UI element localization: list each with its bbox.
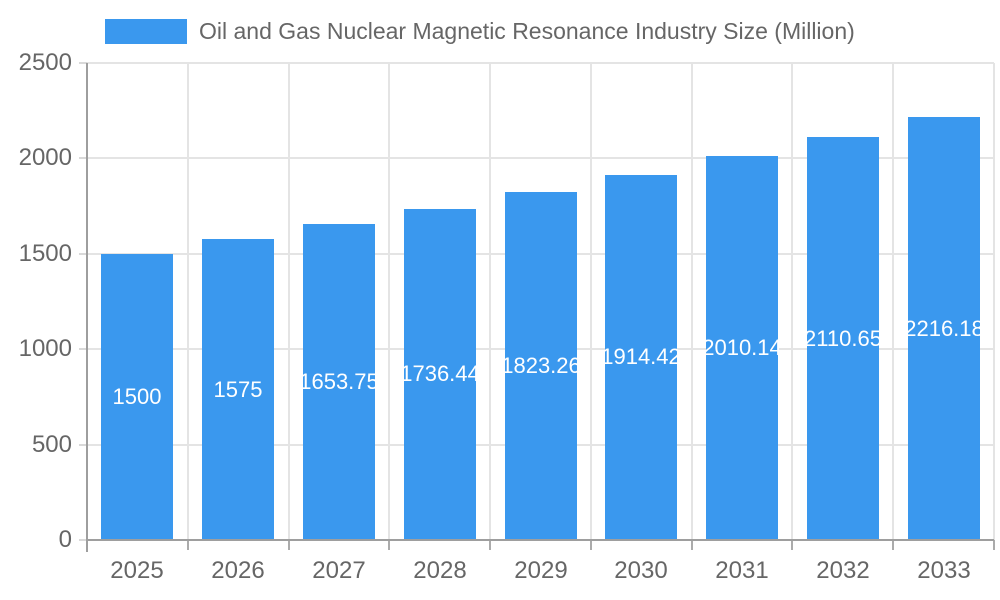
bar-2029[interactable] bbox=[505, 192, 577, 540]
legend-label: Oil and Gas Nuclear Magnetic Resonance I… bbox=[199, 18, 855, 44]
x-axis-tick-label: 2027 bbox=[312, 557, 366, 584]
y-tick-mark bbox=[79, 539, 87, 541]
x-tick-mark bbox=[388, 540, 390, 550]
v-gridline bbox=[187, 63, 189, 540]
x-axis-tick-label: 2033 bbox=[917, 557, 971, 584]
v-gridline bbox=[288, 63, 290, 540]
v-gridline bbox=[691, 63, 693, 540]
x-axis-tick-label: 2029 bbox=[514, 557, 568, 584]
v-gridline bbox=[388, 63, 390, 540]
x-tick-mark bbox=[288, 540, 290, 550]
h-gridline bbox=[87, 157, 994, 159]
bar-2033[interactable] bbox=[908, 117, 980, 540]
bar-2026[interactable] bbox=[202, 239, 274, 540]
bar-2030[interactable] bbox=[605, 175, 677, 540]
y-axis-tick-label: 1500 bbox=[18, 240, 72, 267]
v-gridline bbox=[892, 63, 894, 540]
x-tick-mark bbox=[892, 540, 894, 550]
v-gridline bbox=[489, 63, 491, 540]
x-tick-mark bbox=[691, 540, 693, 550]
y-axis-tick-label: 1000 bbox=[18, 335, 72, 362]
x-axis-tick-label: 2026 bbox=[211, 557, 265, 584]
y-axis-tick-label: 500 bbox=[31, 431, 72, 458]
v-gridline bbox=[993, 63, 995, 540]
x-tick-mark bbox=[993, 540, 995, 550]
h-gridline bbox=[87, 62, 994, 64]
x-tick-mark bbox=[791, 540, 793, 550]
y-axis-line bbox=[86, 63, 88, 552]
y-tick-mark bbox=[79, 62, 87, 64]
y-tick-mark bbox=[79, 348, 87, 350]
v-gridline bbox=[590, 63, 592, 540]
x-axis-line bbox=[87, 539, 994, 541]
y-tick-mark bbox=[79, 253, 87, 255]
bar-2027[interactable] bbox=[303, 224, 375, 540]
x-axis-tick-label: 2030 bbox=[614, 557, 668, 584]
bar-2028[interactable] bbox=[404, 209, 476, 540]
bar-2032[interactable] bbox=[807, 137, 879, 540]
x-axis-tick-label: 2028 bbox=[413, 557, 467, 584]
x-tick-mark bbox=[489, 540, 491, 550]
v-gridline bbox=[791, 63, 793, 540]
y-tick-mark bbox=[79, 157, 87, 159]
x-axis-tick-label: 2031 bbox=[715, 557, 769, 584]
x-axis-tick-label: 2032 bbox=[816, 557, 870, 584]
x-tick-mark bbox=[187, 540, 189, 550]
bar-2025[interactable] bbox=[101, 254, 173, 540]
y-axis-tick-label: 0 bbox=[58, 526, 72, 553]
y-axis-tick-label: 2500 bbox=[18, 49, 72, 76]
x-tick-mark bbox=[590, 540, 592, 550]
y-axis-tick-label: 2000 bbox=[18, 144, 72, 171]
y-tick-mark bbox=[79, 444, 87, 446]
bar-2031[interactable] bbox=[706, 156, 778, 540]
x-axis-tick-label: 2025 bbox=[110, 557, 164, 584]
legend-item[interactable]: Oil and Gas Nuclear Magnetic Resonance I… bbox=[105, 17, 855, 46]
legend-swatch bbox=[105, 19, 187, 44]
